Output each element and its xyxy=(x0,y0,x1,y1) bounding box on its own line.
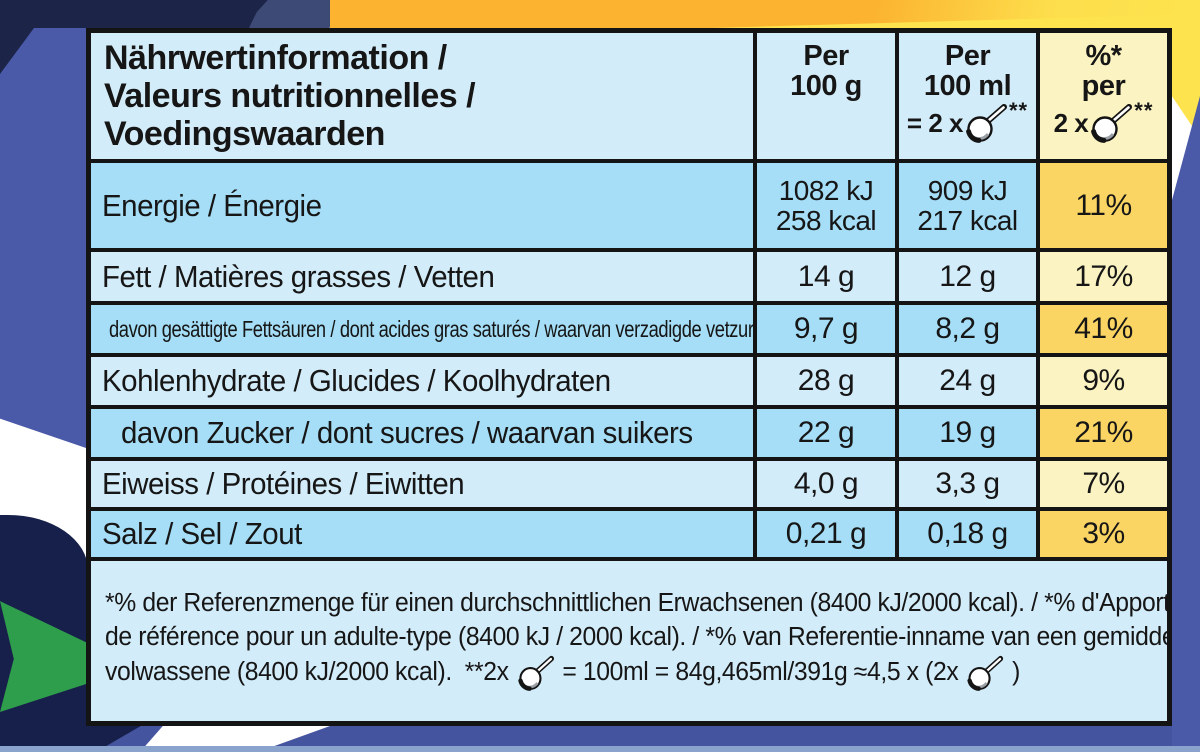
protein-per-100ml-value: 3,3 g xyxy=(899,461,1036,507)
measuring-scoop-icon xyxy=(966,104,1007,144)
table-row-fat-label: Fett / Matières grasses / Vetten xyxy=(91,252,753,301)
saturates-percent-value: 41% xyxy=(1040,305,1167,353)
double-asterisk-marker: ** xyxy=(1134,97,1154,123)
table-row-carbohydrate-label: Kohlenhydrate / Glucides / Koolhydraten xyxy=(91,357,753,405)
sugars-per-100ml-value: 19 g xyxy=(899,409,1036,457)
measuring-scoop-icon xyxy=(518,655,554,691)
table-row-protein-label: Eiweiss / Protéines / Eiwitten xyxy=(91,461,753,507)
salt-percent-value: 3% xyxy=(1040,511,1167,557)
fat-percent-value: 17% xyxy=(1040,252,1167,301)
per-label: per xyxy=(1081,70,1126,103)
measuring-scoop-icon xyxy=(967,655,1004,691)
table-title: Nährwertinformation / Valeurs nutritionn… xyxy=(91,33,753,159)
per-100ml-scoop-line: = 2 x ** xyxy=(906,97,1029,144)
carbohydrate-per-100ml-value: 24 g xyxy=(899,357,1036,405)
sugars-per-100g-value: 22 g xyxy=(757,409,895,457)
column-header-per-100g: Per 100 g xyxy=(757,33,895,159)
fat-per-100g-value: 14 g xyxy=(757,252,895,301)
two-x-label: 2 x xyxy=(1053,107,1089,138)
per-100ml-label: Per 100 ml xyxy=(923,40,1012,103)
measuring-scoop-icon xyxy=(1091,104,1133,144)
protein-percent-value: 7% xyxy=(1040,461,1167,507)
footnote-line-2: de référence pour un adulte-type (8400 k… xyxy=(105,623,1167,651)
fat-per-100ml-value: 12 g xyxy=(899,252,1036,301)
percent-scoop-line: 2 x ** xyxy=(1053,97,1154,144)
saturates-per-100ml-value: 8,2 g xyxy=(899,305,1036,353)
carbohydrate-per-100g-value: 28 g xyxy=(757,357,895,405)
table-row-saturates-label: davon gesättigte Fettsäuren / dont acide… xyxy=(91,305,753,353)
carbohydrate-percent-value: 9% xyxy=(1040,357,1167,405)
sugars-percent-value: 21% xyxy=(1040,409,1167,457)
footnote-line-1: *% der Referenzmenge für einen durchschn… xyxy=(105,589,1167,618)
salt-per-100g-value: 0,21 g xyxy=(757,511,895,557)
footnote-line-3-after: ) xyxy=(1005,657,1020,686)
column-header-per-100ml: Per 100 ml = 2 x ** xyxy=(899,33,1036,159)
salt-per-100ml-value: 0,18 g xyxy=(899,511,1036,557)
energy-per-100ml-value: 909 kJ 217 kcal xyxy=(899,163,1036,248)
package-right-blue-band xyxy=(1172,96,1200,746)
footnote-line-3-before: volwassene (8400 kJ/2000 kcal). **2x xyxy=(105,657,516,686)
nutrition-table: Nährwertinformation / Valeurs nutritionn… xyxy=(86,28,1172,726)
double-asterisk-marker: ** xyxy=(1008,97,1029,123)
table-row-energy-label: Energie / Énergie xyxy=(91,163,753,248)
per-100g-label: Per 100 g xyxy=(790,40,862,103)
table-row-salt-label: Salz / Sel / Zout xyxy=(91,511,753,557)
footnote: *% der Referenzmenge für einen durchschn… xyxy=(91,561,1167,721)
equals-2x-label: = 2 x xyxy=(906,107,964,138)
percent-star-label: %* xyxy=(1085,40,1122,72)
energy-per-100g-value: 1082 kJ 258 kcal xyxy=(757,163,895,248)
package-top-navy-shape xyxy=(0,0,300,30)
package-left-blue-band xyxy=(0,28,86,448)
saturates-per-100g-value: 9,7 g xyxy=(757,305,895,353)
package-bottom-edge-strip xyxy=(0,746,1200,752)
energy-percent-value: 11% xyxy=(1040,163,1167,248)
column-header-percent: %* per 2 x ** xyxy=(1040,33,1167,159)
footnote-line-3: volwassene (8400 kJ/2000 kcal). **2x = 1… xyxy=(105,655,1020,691)
table-row-sugars-label: davon Zucker / dont sucres / waarvan sui… xyxy=(91,409,753,457)
footnote-line-3-mid: = 100ml = 84g,465ml/391g ≈4,5 x (2x xyxy=(555,657,965,686)
protein-per-100g-value: 4,0 g xyxy=(757,461,895,507)
